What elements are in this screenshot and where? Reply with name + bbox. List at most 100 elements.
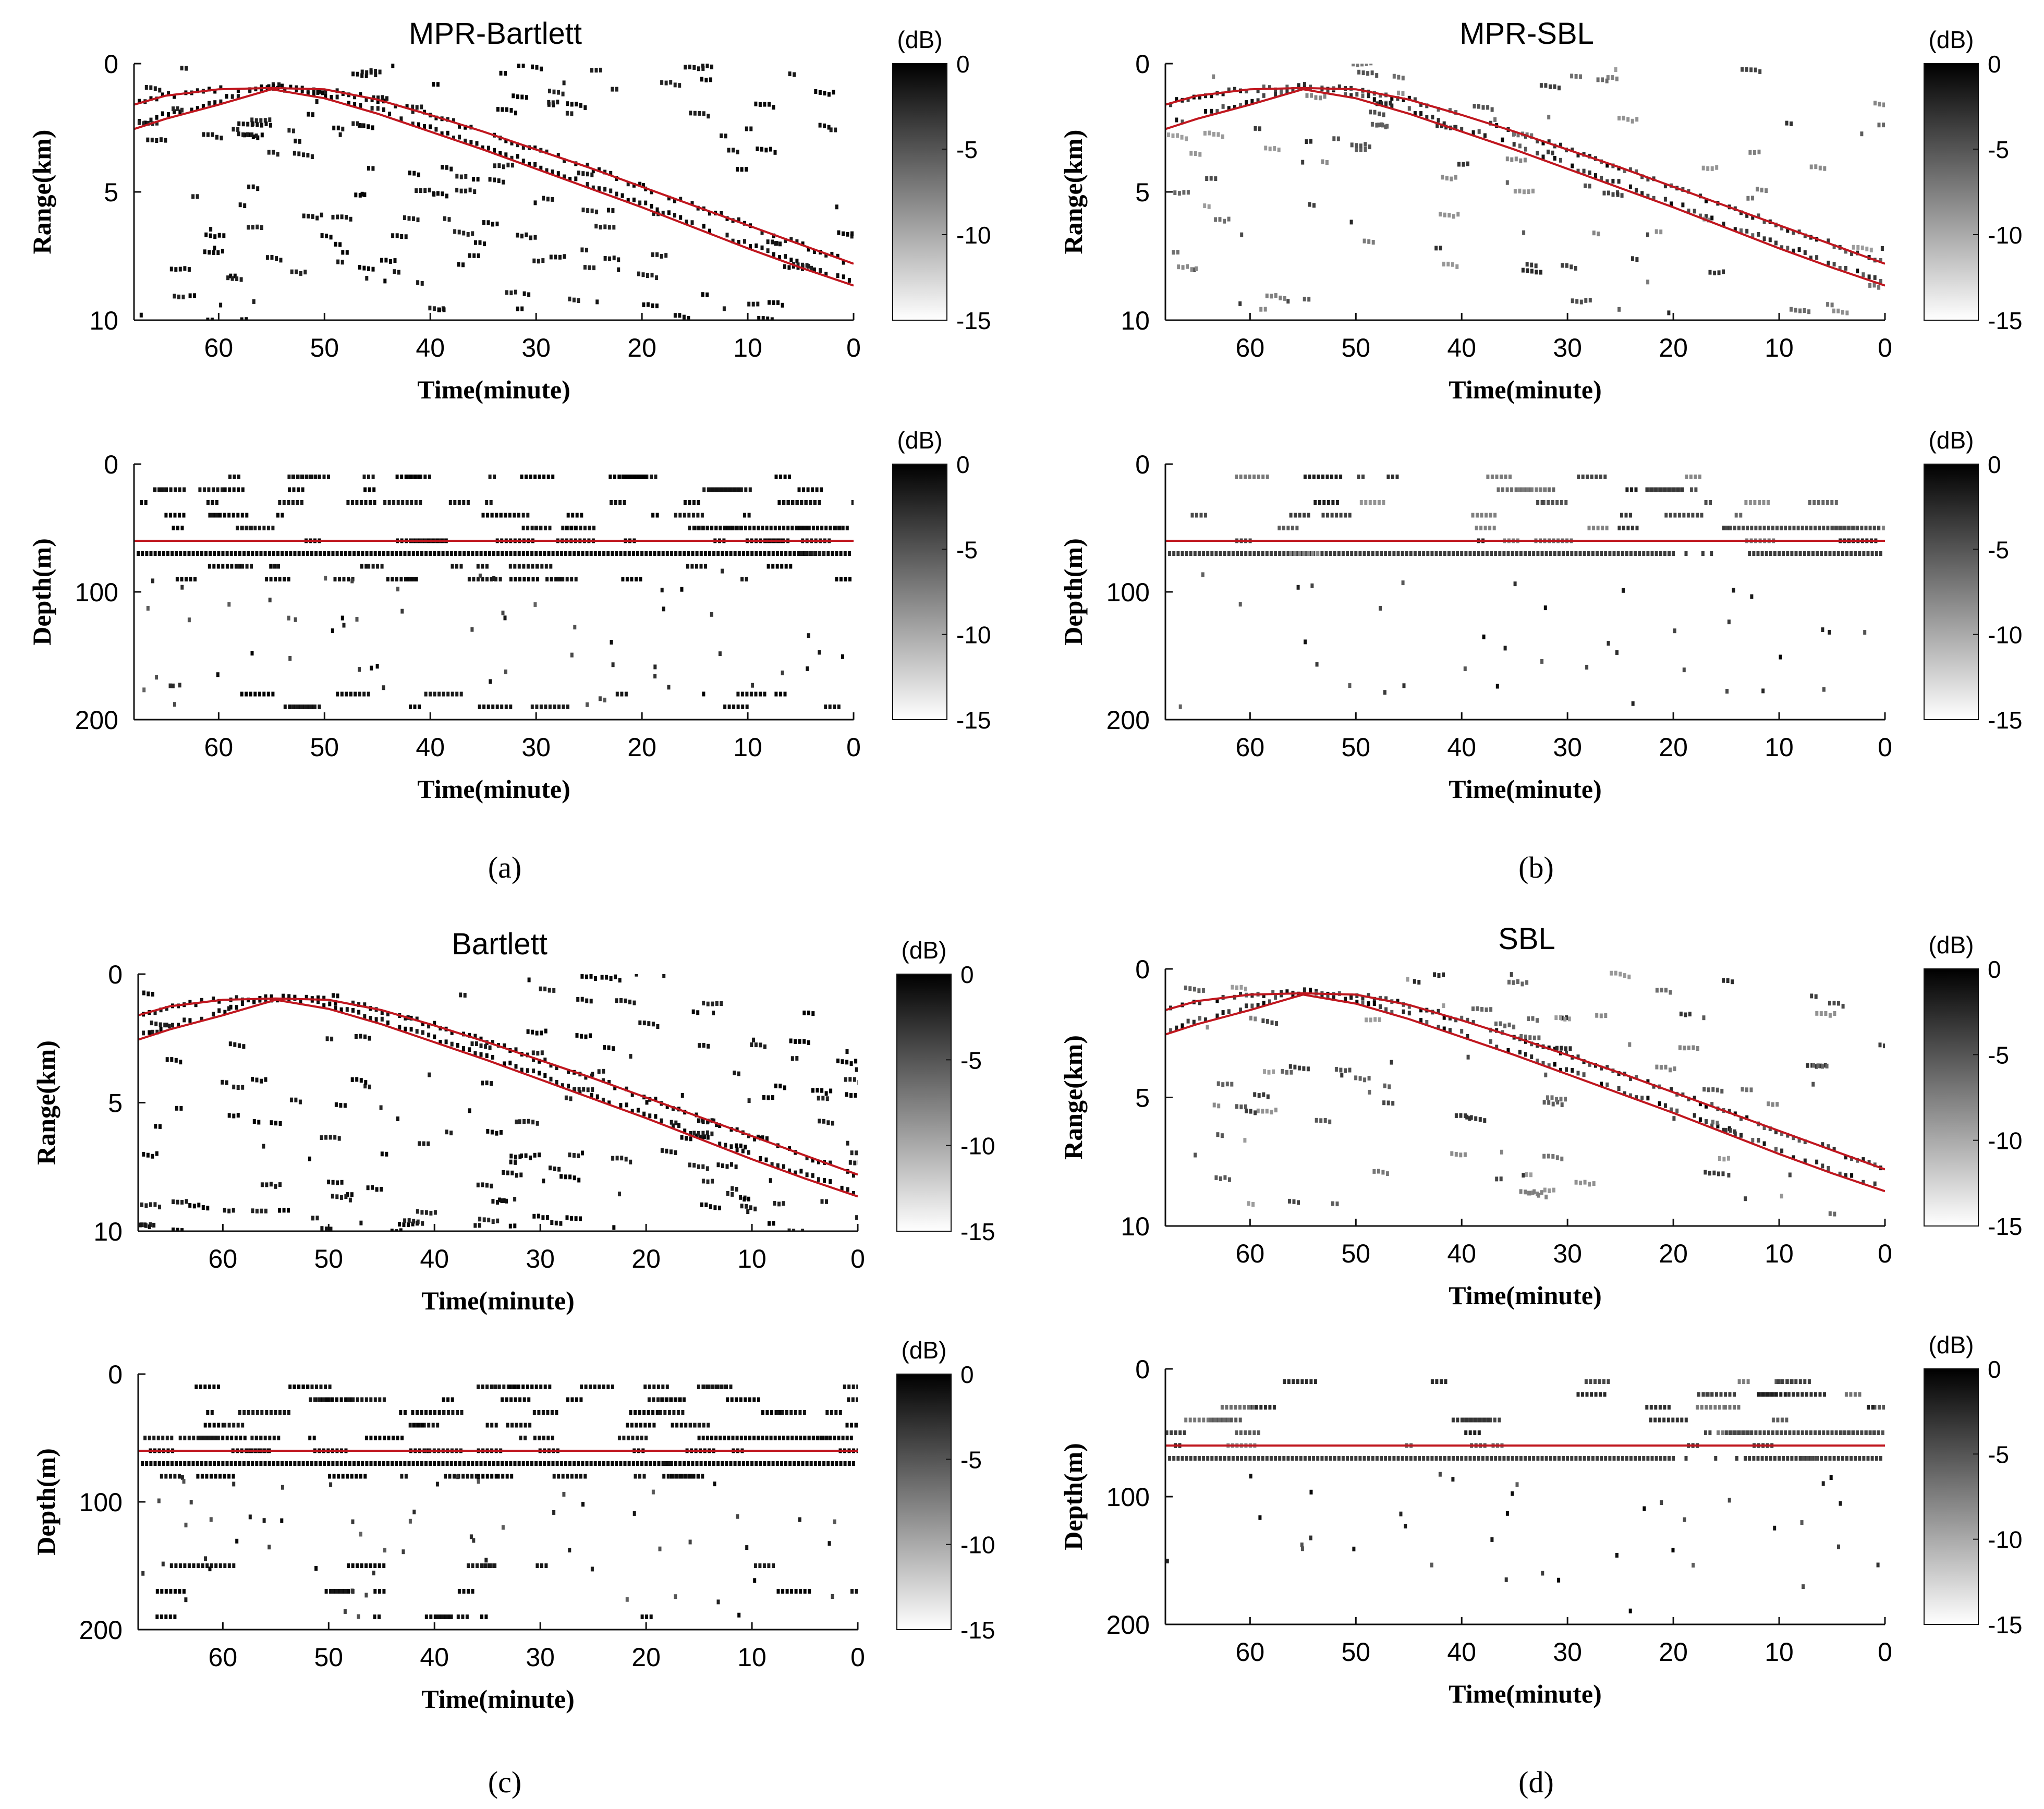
estimate-point: [760, 230, 764, 235]
estimate-point: [414, 500, 418, 505]
estimate-point: [758, 102, 762, 107]
y-tick-label: 0: [1135, 450, 1150, 479]
estimate-point: [850, 231, 854, 236]
estimate-point: [149, 85, 153, 90]
estimate-point: [299, 999, 302, 1004]
estimate-point: [403, 1461, 407, 1466]
estimate-point: [530, 1461, 533, 1466]
estimate-point: [746, 1461, 749, 1466]
estimate-point: [579, 1216, 582, 1221]
estimate-point: [1532, 1035, 1536, 1040]
estimate-point: [1635, 257, 1639, 262]
estimate-point: [769, 147, 772, 152]
estimate-point: [444, 1474, 447, 1479]
estimate-point: [1576, 1054, 1580, 1060]
estimate-point: [1235, 1104, 1238, 1109]
estimate-point: [169, 1563, 173, 1568]
estimate-point: [230, 94, 234, 99]
estimate-point: [1248, 551, 1252, 556]
estimate-point: [247, 184, 251, 189]
estimate-point: [855, 1589, 858, 1594]
estimate-point: [1320, 992, 1324, 998]
estimate-point: [521, 1385, 525, 1389]
estimate-point: [469, 1534, 473, 1539]
colorbar-tick-label: 0: [1988, 956, 2001, 983]
estimate-point: [360, 1563, 363, 1568]
estimate-point: [149, 117, 153, 123]
estimate-point: [1704, 1170, 1707, 1175]
estimate-point: [216, 564, 220, 569]
estimate-point: [382, 1563, 386, 1568]
estimate-point: [307, 213, 310, 218]
estimate-point: [542, 475, 546, 479]
estimate-point: [615, 1461, 618, 1466]
estimate-point: [674, 1461, 677, 1466]
estimate-point: [522, 291, 526, 296]
estimate-point: [594, 68, 598, 73]
estimate-point: [161, 1561, 165, 1567]
colorbar: [892, 63, 947, 321]
estimate-point: [518, 577, 521, 581]
estimate-point: [1767, 1101, 1770, 1107]
estimate-point: [178, 487, 181, 492]
estimate-point: [318, 89, 322, 94]
estimate-point: [1372, 1001, 1376, 1006]
estimate-point: [493, 163, 496, 168]
estimate-point: [786, 526, 790, 530]
estimate-point: [378, 1436, 382, 1440]
estimate-point: [759, 691, 762, 697]
estimate-point: [691, 551, 695, 556]
estimate-point: [400, 1436, 404, 1440]
estimate-point: [1631, 526, 1634, 530]
estimate-point: [845, 526, 849, 530]
estimate-point: [423, 124, 427, 129]
estimate-point: [142, 121, 145, 126]
estimate-point: [173, 294, 176, 299]
estimate-point: [1877, 526, 1880, 530]
estimate-point: [229, 551, 233, 556]
estimate-point: [146, 137, 150, 142]
estimate-point: [395, 233, 399, 238]
estimate-point: [191, 194, 195, 199]
estimate-point: [376, 564, 380, 569]
estimate-point: [323, 551, 326, 556]
estimate-point: [396, 587, 399, 592]
estimate-point: [1605, 1065, 1609, 1070]
estimate-point: [478, 1223, 481, 1228]
estimate-point: [1369, 64, 1373, 66]
estimate-point: [396, 1116, 399, 1121]
estimate-point: [1507, 979, 1511, 985]
estimate-point: [360, 1397, 364, 1402]
estimate-point: [803, 1436, 807, 1440]
estimate-point: [176, 1228, 179, 1231]
estimate-point: [678, 1397, 682, 1402]
y-axis-label: Depth(m): [31, 1448, 60, 1556]
estimate-point: [1239, 475, 1243, 479]
estimate-point: [757, 316, 761, 320]
estimate-point: [1294, 513, 1297, 518]
estimate-point: [363, 1034, 367, 1039]
estimate-point: [570, 102, 574, 107]
estimate-point: [359, 103, 362, 108]
estimate-point: [160, 1614, 163, 1619]
estimate-point: [232, 1113, 236, 1119]
estimate-point: [278, 1208, 282, 1213]
estimate-point: [510, 1423, 514, 1428]
estimate-point: [196, 1474, 200, 1479]
estimate-point: [458, 1461, 461, 1466]
estimate-point: [638, 1020, 642, 1025]
estimate-point: [1652, 487, 1656, 492]
estimate-point: [153, 487, 156, 492]
estimate-point: [834, 1410, 838, 1415]
estimate-point: [795, 500, 799, 505]
estimate-point: [346, 1474, 349, 1479]
estimate-point: [294, 617, 297, 622]
estimate-point: [586, 172, 589, 177]
estimate-point: [1594, 173, 1597, 178]
estimate-point: [1380, 101, 1383, 106]
x-tick-label: 0: [1878, 733, 1892, 762]
estimate-point: [578, 1090, 582, 1095]
estimate-point: [464, 138, 467, 143]
estimate-point: [691, 1461, 695, 1466]
estimate-point: [679, 1474, 682, 1479]
